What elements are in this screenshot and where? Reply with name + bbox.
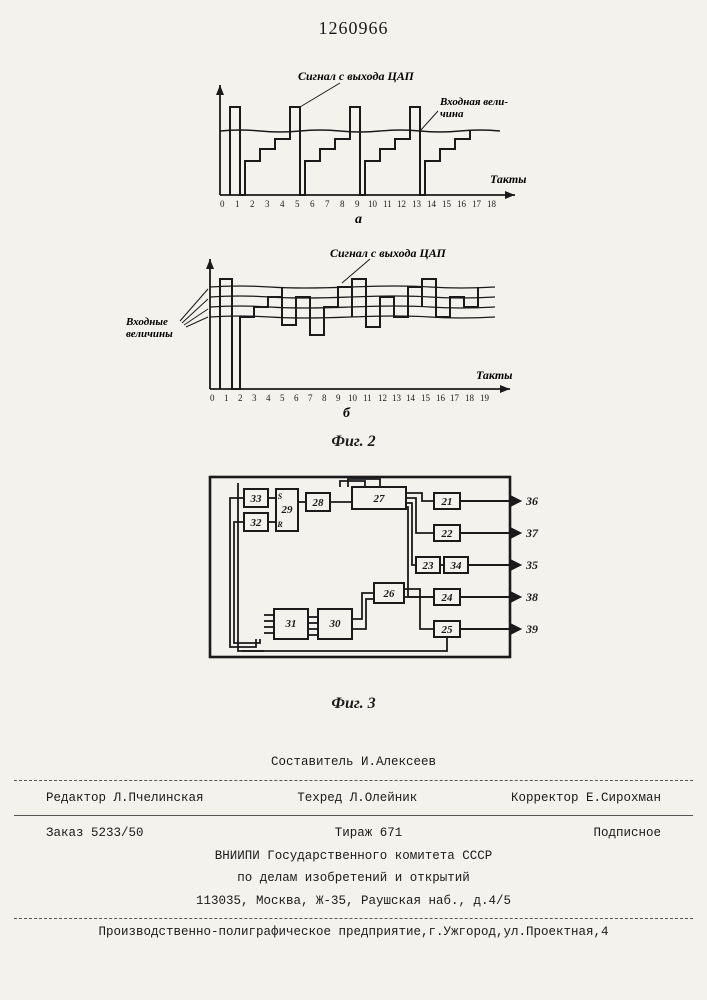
svg-text:3: 3 [252, 393, 257, 403]
svg-text:4: 4 [280, 199, 285, 209]
svg-text:9: 9 [336, 393, 341, 403]
fig3-diagram: 33 32 29 S R 28 27 21 22 23 34 24 25 26 … [190, 471, 550, 681]
label-xaxis-a: Такты [490, 172, 526, 186]
out-39: 39 [525, 622, 538, 636]
footer: Производственно-полиграфическое предприя… [0, 925, 707, 939]
svg-text:18: 18 [465, 393, 475, 403]
svg-text:16: 16 [436, 393, 446, 403]
svg-text:23: 23 [422, 560, 435, 572]
svg-text:6: 6 [294, 393, 299, 403]
svg-text:28: 28 [312, 497, 325, 509]
svg-text:9: 9 [355, 199, 360, 209]
out-36: 36 [525, 494, 538, 508]
svg-text:30: 30 [329, 618, 342, 630]
subscription: Подписное [593, 822, 661, 845]
svg-text:чина: чина [440, 108, 464, 120]
order: Заказ 5233/50 [46, 822, 144, 845]
out-35: 35 [525, 558, 538, 572]
svg-text:6: 6 [310, 199, 315, 209]
svg-text:15: 15 [442, 199, 452, 209]
svg-text:16: 16 [457, 199, 467, 209]
patent-page: 1260966 012 345 678 91011 121314 151617 … [0, 0, 707, 1000]
svg-text:15: 15 [421, 393, 431, 403]
svg-text:1: 1 [224, 393, 229, 403]
svg-text:11: 11 [363, 393, 372, 403]
svg-text:12: 12 [397, 199, 406, 209]
label-input-a: Входная вели- [439, 96, 508, 108]
label-inputs-b: Входные [125, 316, 168, 328]
author: Составитель И.Алексеев [0, 751, 707, 774]
label-dac-a: Сигнал с выхода ЦАП [298, 69, 414, 83]
svg-text:24: 24 [441, 592, 454, 604]
label-dac-b: Сигнал с выхода ЦАП [330, 246, 446, 260]
svg-text:10: 10 [348, 393, 358, 403]
svg-text:R: R [276, 520, 283, 529]
svg-text:26: 26 [383, 588, 396, 600]
label-xaxis-b: Такты [476, 368, 512, 382]
fig3-caption: Фиг. 3 [0, 695, 707, 713]
fig2-chart-a: 012 345 678 91011 121314 151617 18 Сигна… [170, 65, 570, 225]
svg-text:33: 33 [250, 493, 263, 505]
fig2-sub-b: б [343, 406, 351, 419]
svg-text:21: 21 [441, 496, 453, 508]
patent-number: 1260966 [0, 18, 707, 39]
svg-text:27: 27 [373, 493, 386, 505]
svg-text:13: 13 [412, 199, 422, 209]
svg-text:12: 12 [378, 393, 387, 403]
svg-text:8: 8 [340, 199, 345, 209]
svg-text:22: 22 [441, 528, 454, 540]
svg-text:4: 4 [266, 393, 271, 403]
colophon: Составитель И.Алексеев Редактор Л.Пчелин… [0, 751, 707, 919]
svg-text:1: 1 [235, 199, 240, 209]
address: 113035, Москва, Ж-35, Раушская наб., д.4… [0, 890, 707, 913]
fig2-sub-a: а [355, 212, 362, 225]
svg-text:32: 32 [250, 517, 263, 529]
svg-text:11: 11 [383, 199, 392, 209]
fig2-chart-b: 012 345 678 91011 121314 151617 1819 Сиг… [120, 239, 530, 419]
svg-text:34: 34 [450, 560, 463, 572]
svg-text:13: 13 [392, 393, 402, 403]
svg-text:5: 5 [280, 393, 285, 403]
svg-text:0: 0 [220, 199, 225, 209]
svg-text:3: 3 [265, 199, 270, 209]
svg-text:S: S [278, 492, 283, 501]
corrector: Корректор Е.Сирохман [511, 787, 661, 810]
svg-text:0: 0 [210, 393, 215, 403]
svg-text:17: 17 [472, 199, 482, 209]
svg-text:17: 17 [450, 393, 460, 403]
svg-text:величины: величины [126, 328, 173, 340]
svg-text:7: 7 [325, 199, 330, 209]
svg-text:8: 8 [322, 393, 327, 403]
svg-text:5: 5 [295, 199, 300, 209]
svg-text:18: 18 [487, 199, 497, 209]
svg-text:14: 14 [427, 199, 437, 209]
svg-text:29: 29 [281, 504, 294, 516]
svg-text:10: 10 [368, 199, 378, 209]
svg-text:2: 2 [238, 393, 243, 403]
org2: по делам изобретений и открытий [0, 867, 707, 890]
circulation: Тираж 671 [335, 822, 403, 845]
svg-text:19: 19 [480, 393, 490, 403]
svg-text:14: 14 [406, 393, 416, 403]
fig2-caption: Фиг. 2 [0, 433, 707, 451]
svg-text:7: 7 [308, 393, 313, 403]
svg-text:25: 25 [441, 624, 454, 636]
tech: Техред Л.Олейник [297, 787, 417, 810]
out-38: 38 [525, 590, 538, 604]
svg-text:2: 2 [250, 199, 255, 209]
svg-text:31: 31 [285, 618, 297, 630]
editor: Редактор Л.Пчелинская [46, 787, 204, 810]
org1: ВНИИПИ Государственного комитета СССР [0, 845, 707, 868]
out-37: 37 [525, 526, 539, 540]
